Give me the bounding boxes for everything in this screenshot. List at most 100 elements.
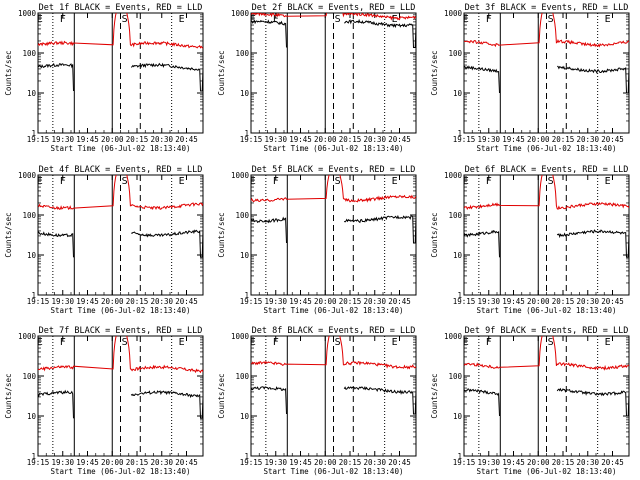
lld-series-line: [251, 175, 416, 203]
y-tick-label: 10: [27, 412, 37, 421]
chart-panel-1: Det 1f BLACK = Events, RED = LLD 1 10 100 10…: [4, 3, 204, 153]
segment-marker-label: E: [179, 176, 185, 187]
x-tick-label: 20:30: [363, 297, 386, 306]
chart-panel-4: Det 4f BLACK = Events, RED = LLD 1 10 100 10…: [4, 165, 204, 315]
x-tick-label: 19:45: [289, 135, 312, 144]
x-axis-label: Start Time (06-Jul-02 18:13:40): [264, 306, 404, 315]
x-tick-label: 20:15: [126, 135, 149, 144]
x-tick-label: 19:30: [477, 297, 500, 306]
segment-marker-label: E: [463, 176, 469, 187]
x-tick-label: 20:30: [150, 297, 173, 306]
y-tick-label: 1000: [231, 332, 250, 341]
lld-series-line: [251, 13, 416, 21]
x-axis-label: Start Time (06-Jul-02 18:13:40): [51, 144, 191, 153]
y-axis-label: Counts/sec: [4, 50, 13, 95]
segment-marker-label: E: [605, 176, 611, 187]
y-tick-label: 100: [235, 372, 249, 381]
x-tick-label: 20:30: [576, 135, 599, 144]
x-axis-label: Start Time (06-Jul-02 18:13:40): [264, 144, 404, 153]
lld-series-line: [464, 13, 629, 48]
y-tick-label: 10: [453, 412, 463, 421]
segment-marker-label: E: [463, 14, 469, 25]
y-tick-label: 1: [31, 452, 36, 461]
y-tick-label: 10: [453, 251, 463, 260]
segment-marker-label: S: [335, 176, 341, 187]
x-tick-label: 20:45: [388, 297, 411, 306]
x-tick-label: 19:45: [502, 458, 525, 467]
segment-marker-label: F: [273, 337, 279, 348]
panel-title: Det 9f BLACK = Events, RED = LLD: [465, 326, 629, 336]
segment-marker-label: E: [37, 176, 43, 187]
x-axis-label: Start Time (06-Jul-02 18:13:40): [477, 144, 617, 153]
x-tick-label: 19:30: [264, 458, 287, 467]
y-tick-label: 10: [240, 251, 250, 260]
segment-marker-label: E: [605, 337, 611, 348]
segment-marker-label: E: [250, 337, 256, 348]
x-axis-label: Start Time (06-Jul-02 18:13:40): [51, 306, 191, 315]
y-tick-label: 1: [244, 452, 249, 461]
x-tick-label: 19:45: [289, 458, 312, 467]
x-axis-label: Start Time (06-Jul-02 18:13:40): [51, 467, 191, 476]
x-axis-label: Start Time (06-Jul-02 18:13:40): [477, 306, 617, 315]
y-axis-label: Counts/sec: [217, 50, 226, 95]
x-tick-label: 20:00: [527, 135, 550, 144]
x-tick-label: 20:30: [363, 458, 386, 467]
y-tick-label: 1000: [231, 9, 250, 18]
x-tick-label: 20:15: [552, 135, 575, 144]
x-tick-label: 20:45: [601, 135, 624, 144]
x-tick-label: 20:00: [101, 297, 124, 306]
x-tick-label: 19:30: [51, 135, 74, 144]
segment-marker-label: S: [548, 337, 554, 348]
y-axis-label: Counts/sec: [217, 373, 226, 418]
segment-marker-label: E: [392, 337, 398, 348]
x-tick-label: 19:45: [502, 297, 525, 306]
y-tick-label: 1: [457, 129, 462, 138]
x-tick-label: 19:30: [477, 135, 500, 144]
panel-title: Det 4f BLACK = Events, RED = LLD: [39, 165, 203, 175]
segment-marker-label: S: [122, 14, 128, 25]
segment-marker-label: E: [250, 14, 256, 25]
x-tick-label: 20:45: [175, 458, 198, 467]
x-tick-label: 19:45: [76, 135, 99, 144]
x-tick-label: 20:15: [126, 297, 149, 306]
x-tick-label: 20:00: [314, 297, 337, 306]
x-tick-label: 19:30: [264, 135, 287, 144]
x-tick-label: 20:30: [576, 297, 599, 306]
y-tick-label: 1: [244, 291, 249, 300]
y-tick-label: 100: [448, 211, 462, 220]
lld-series-line: [38, 175, 203, 211]
x-tick-label: 19:45: [502, 135, 525, 144]
x-tick-label: 19:15: [453, 458, 476, 467]
segment-marker-label: F: [60, 337, 66, 348]
panel-title: Det 8f BLACK = Events, RED = LLD: [252, 326, 416, 336]
events-series-line: [38, 229, 203, 258]
lld-series-line: [464, 175, 629, 210]
x-tick-label: 20:45: [175, 297, 198, 306]
x-tick-label: 19:15: [27, 458, 50, 467]
y-tick-label: 1: [244, 129, 249, 138]
segment-marker-label: S: [335, 14, 341, 25]
y-tick-label: 1000: [444, 171, 463, 180]
y-tick-label: 1000: [231, 171, 250, 180]
segment-marker-label: S: [548, 176, 554, 187]
segment-marker-label: E: [37, 14, 43, 25]
events-series-line: [464, 387, 629, 417]
segment-marker-label: S: [122, 176, 128, 187]
events-series-line: [251, 214, 416, 244]
x-tick-label: 20:15: [552, 458, 575, 467]
y-tick-label: 100: [235, 49, 249, 58]
y-axis-label: Counts/sec: [430, 50, 439, 95]
x-tick-label: 20:30: [150, 458, 173, 467]
segment-marker-label: F: [273, 14, 279, 25]
x-tick-label: 19:15: [240, 458, 263, 467]
x-tick-label: 20:45: [601, 297, 624, 306]
x-tick-label: 19:15: [453, 297, 476, 306]
x-tick-label: 20:45: [388, 458, 411, 467]
x-tick-label: 20:00: [527, 458, 550, 467]
segment-marker-label: E: [463, 337, 469, 348]
y-tick-label: 1000: [18, 332, 37, 341]
panel-title: Det 6f BLACK = Events, RED = LLD: [465, 165, 629, 175]
x-tick-label: 19:45: [76, 297, 99, 306]
segment-marker-label: E: [179, 337, 185, 348]
